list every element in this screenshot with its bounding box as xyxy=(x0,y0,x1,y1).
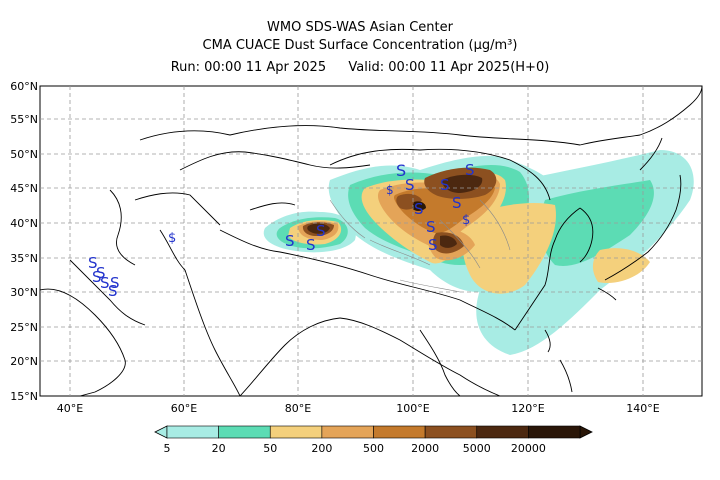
station-markers: S S S S S S S S S S S S S S S S S $ $ $ xyxy=(88,161,475,300)
graticule xyxy=(40,86,702,396)
station-s-17: S xyxy=(110,274,120,292)
station-s-16: S xyxy=(92,268,102,286)
station-s-10: S xyxy=(306,236,316,254)
chart-title-center: WMO SDS-WAS Asian Center xyxy=(267,20,453,35)
longitude-labels: 40°E 60°E 80°E 100°E 120°E 140°E xyxy=(57,402,660,415)
lat-label-45: 45°N xyxy=(10,182,38,195)
station-s-5: S xyxy=(414,200,424,218)
station-dollar-1: $ xyxy=(168,231,176,246)
valid-time: Valid: 00:00 11 Apr 2025(H+0) xyxy=(348,60,550,75)
lat-label-25: 25°N xyxy=(10,321,38,334)
legend-label-1: 20 xyxy=(212,442,226,455)
lat-label-20: 20°N xyxy=(10,355,38,368)
legend-swatch-6 xyxy=(476,425,529,439)
station-s-11: S xyxy=(316,222,326,240)
unit-label: (μg/m³) xyxy=(468,38,518,53)
legend-swatch-4 xyxy=(373,425,426,439)
station-dollar-2: $ xyxy=(462,213,470,228)
legend-swatch-0 xyxy=(166,425,219,439)
lon-label-40: 40°E xyxy=(57,402,83,415)
station-s-6: S xyxy=(452,194,462,212)
station-s-4: S xyxy=(465,161,475,179)
legend-swatch-1 xyxy=(218,425,271,439)
concentration-legend: 5 20 50 200 500 2000 5000 20000 xyxy=(154,425,593,455)
station-s-3: S xyxy=(440,176,450,194)
station-s-8: S xyxy=(428,236,438,254)
legend-swatch-7 xyxy=(528,425,581,439)
lon-label-80: 80°E xyxy=(285,402,311,415)
lat-label-60: 60°N xyxy=(10,80,38,93)
station-s-9: S xyxy=(285,232,295,250)
run-valid-line: Run: 00:00 11 Apr 2025 Valid: 00:00 11 A… xyxy=(0,60,720,76)
legend-swatch-5 xyxy=(424,425,478,439)
station-dollar-3: $ xyxy=(386,183,394,197)
legend-swatch-3 xyxy=(321,425,374,439)
legend-arrow-high xyxy=(579,425,593,439)
legend-label-2: 50 xyxy=(263,442,277,455)
station-s-1: S xyxy=(396,161,406,180)
lon-label-120: 120°E xyxy=(511,402,544,415)
legend-arrow-low xyxy=(154,425,168,439)
station-s-15: S xyxy=(108,282,118,300)
lon-label-60: 60°E xyxy=(171,402,197,415)
lat-label-35: 35°N xyxy=(10,252,38,265)
lat-label-15: 15°N xyxy=(10,390,38,403)
chart-title-product: CMA CUACE Dust Surface Concentration (μg… xyxy=(0,38,720,54)
latitude-labels: 60°N 55°N 50°N 45°N 40°N 35°N 30°N 25°N … xyxy=(10,80,38,403)
station-s-13: S xyxy=(96,264,106,282)
lat-label-55: 55°N xyxy=(10,113,38,126)
legend-swatch-2 xyxy=(269,425,323,439)
station-s-2: S xyxy=(405,176,415,194)
lon-label-140: 140°E xyxy=(626,402,659,415)
lat-label-30: 30°N xyxy=(10,286,38,299)
station-s-12: S xyxy=(88,254,98,272)
station-s-14: S xyxy=(100,274,110,292)
legend-label-5: 2000 xyxy=(411,442,439,455)
legend-label-0: 5 xyxy=(164,442,171,455)
product-name: CMA CUACE Dust Surface Concentration xyxy=(202,38,465,53)
run-time: Run: 00:00 11 Apr 2025 xyxy=(170,60,327,75)
legend-label-3: 200 xyxy=(311,442,332,455)
province-borders xyxy=(329,199,511,293)
lon-label-100: 100°E xyxy=(396,402,429,415)
lat-label-40: 40°N xyxy=(10,217,38,230)
country-borders xyxy=(40,86,702,396)
lat-label-50: 50°N xyxy=(10,148,38,161)
legend-label-4: 500 xyxy=(363,442,384,455)
dust-concentration-field xyxy=(263,150,694,355)
legend-label-7: 20000 xyxy=(511,442,546,455)
station-s-7: S xyxy=(426,218,436,236)
legend-label-6: 5000 xyxy=(463,442,491,455)
